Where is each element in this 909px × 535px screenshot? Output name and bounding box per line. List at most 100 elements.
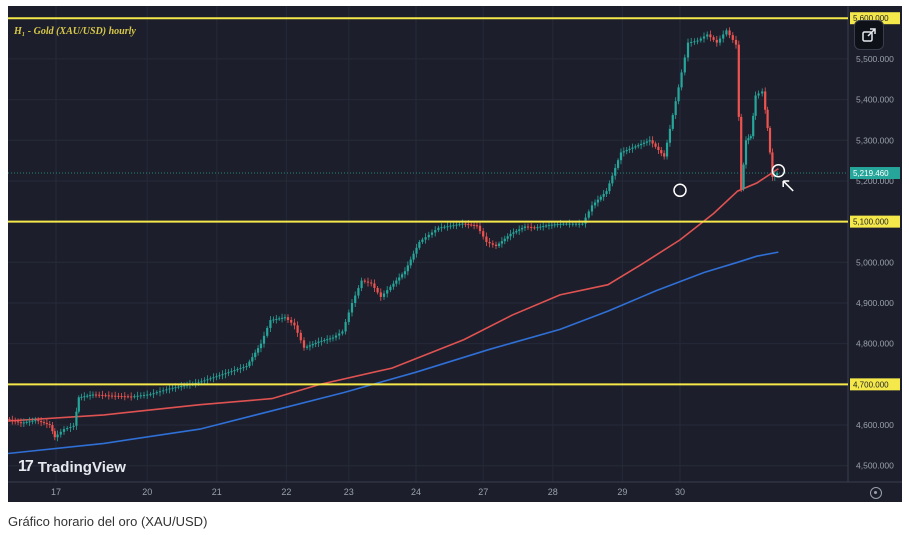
candle-body [48, 424, 51, 426]
candle-body [14, 420, 17, 422]
candle-body [19, 422, 23, 424]
candle-body [665, 142, 669, 157]
candle-body [706, 34, 709, 37]
candle-body [693, 41, 696, 43]
candle-body [461, 223, 464, 225]
price-level-label: 5,600.000 [853, 14, 889, 23]
candle-body [440, 227, 443, 229]
candle-body [699, 38, 702, 41]
candle-body [133, 396, 136, 398]
candle-body [614, 167, 617, 176]
candle-body [293, 322, 296, 326]
y-tick-label: 4,900.000 [856, 298, 894, 308]
candle-body [209, 378, 212, 380]
candle-body [22, 422, 25, 424]
candle-body [31, 420, 34, 422]
candle-body [56, 434, 59, 438]
candle-body [631, 147, 634, 149]
candle-body [83, 396, 86, 398]
candle-body [53, 431, 56, 438]
candle-body [415, 247, 418, 254]
candle-body [523, 226, 527, 228]
settings-icon[interactable] [870, 487, 882, 499]
candle-body [686, 42, 690, 58]
candle-body [308, 345, 312, 347]
candle-body [66, 428, 69, 430]
y-tick-label: 4,800.000 [856, 339, 894, 349]
candle-body [718, 38, 722, 43]
candle-body [320, 340, 323, 342]
candle-body [547, 224, 551, 226]
symbol-label: H₁ - Gold (XAU/USD) hourly [14, 26, 136, 37]
candle-body [168, 388, 171, 390]
candle-body [544, 225, 548, 227]
candle-body [350, 302, 354, 313]
annotation-circle [673, 183, 687, 198]
candle-body [398, 277, 401, 281]
candle-body [254, 352, 257, 358]
candle-body [421, 239, 424, 242]
candle-body [657, 146, 660, 151]
candle-body [754, 95, 757, 116]
candle-body [449, 225, 452, 227]
price-level-tag [850, 215, 900, 228]
candle-body [347, 312, 350, 322]
candle-body [668, 128, 672, 143]
candle-body [467, 224, 470, 226]
candle-body [328, 338, 332, 340]
candle-body [77, 397, 80, 412]
candle-body [696, 40, 699, 42]
candle-body [248, 361, 251, 367]
candle-body [104, 395, 107, 397]
candle-body [702, 36, 706, 39]
candle-body [149, 394, 152, 396]
candle-body [94, 394, 98, 396]
candle-body [37, 420, 40, 422]
candle-body [520, 227, 524, 230]
price-level-tag [850, 378, 900, 391]
candle-body [757, 93, 760, 96]
candle-body [158, 391, 162, 393]
candle-body [334, 335, 338, 338]
candle-body [584, 217, 587, 224]
candle-body [455, 224, 458, 226]
candle-body [418, 241, 421, 248]
share-button[interactable] [854, 20, 884, 50]
candle-body [424, 237, 427, 240]
candle-body [485, 236, 488, 242]
tradingview-logo-icon: 17 [18, 458, 34, 475]
candle-body [683, 57, 686, 73]
candle-body [146, 394, 149, 396]
candle-body [749, 136, 752, 139]
y-tick-label: 5,500.000 [856, 54, 894, 64]
candle-body [114, 395, 117, 397]
candle-body [344, 321, 347, 332]
candle-body [174, 387, 177, 389]
price-chart[interactable]: 4,500.000 4,600.000 4,800.000 4,900.000 5,00… [8, 6, 902, 502]
candle-body [427, 234, 430, 238]
candle-body [203, 380, 206, 382]
annotation-circle [771, 164, 786, 178]
candle-body [616, 160, 620, 168]
candle-body [764, 91, 767, 110]
candle-body [731, 35, 734, 40]
x-tick-label: 22 [281, 487, 291, 497]
candle-body [341, 331, 344, 334]
candle-body [637, 145, 640, 147]
candle-body [766, 109, 769, 129]
candle-body [559, 223, 562, 225]
candle-body [25, 421, 28, 423]
candle-body [262, 335, 266, 344]
candle-body [290, 319, 293, 323]
candle-body [619, 152, 623, 161]
candle-body [266, 327, 269, 336]
candle-body [296, 325, 299, 333]
candle-body [690, 41, 693, 43]
candle-body [581, 223, 584, 225]
candle-body [677, 87, 680, 102]
share-icon [862, 28, 876, 42]
candle-body [16, 421, 20, 423]
candle-body [256, 348, 260, 353]
candle-body [215, 376, 218, 378]
chart-area[interactable]: 4,500.000 4,600.000 4,800.000 4,900.000 5,00… [8, 6, 902, 502]
